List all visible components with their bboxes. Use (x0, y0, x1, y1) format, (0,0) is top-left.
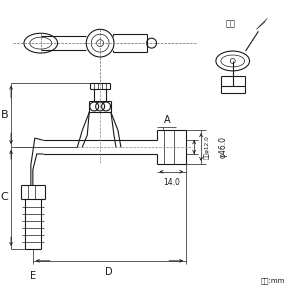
Text: A: A (164, 115, 170, 125)
Text: B: B (1, 110, 8, 120)
Text: φ46.0: φ46.0 (219, 136, 228, 158)
Text: 14.0: 14.0 (163, 178, 180, 187)
Text: 単位:mm: 単位:mm (261, 277, 285, 284)
Text: D: D (105, 267, 113, 277)
Text: かぎ: かぎ (226, 20, 236, 28)
Text: E: E (30, 271, 36, 281)
Text: C: C (0, 193, 8, 202)
Text: 内径φ12.0: 内径φ12.0 (204, 135, 210, 159)
